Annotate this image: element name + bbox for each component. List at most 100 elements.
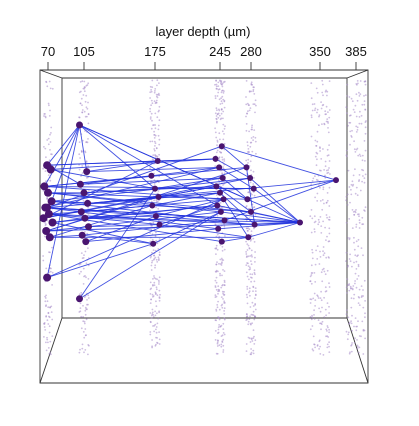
background-point xyxy=(217,300,220,303)
background-point xyxy=(44,295,46,298)
background-point xyxy=(216,345,219,347)
background-point xyxy=(328,240,331,243)
background-point xyxy=(355,93,358,96)
background-point xyxy=(328,345,330,348)
background-point xyxy=(318,307,320,310)
background-point xyxy=(345,106,348,109)
background-point xyxy=(45,349,48,352)
background-point xyxy=(42,259,45,262)
background-point xyxy=(156,322,159,325)
background-point xyxy=(245,103,248,106)
background-point xyxy=(84,309,87,312)
background-point xyxy=(361,216,364,219)
background-point xyxy=(327,131,330,134)
connection-edge xyxy=(159,205,218,226)
background-point xyxy=(218,114,221,117)
plot-box xyxy=(39,69,369,384)
background-point xyxy=(246,302,249,305)
background-point xyxy=(153,134,156,136)
background-point xyxy=(219,151,222,154)
background-point xyxy=(151,86,154,89)
neuron-node xyxy=(47,197,56,206)
background-point xyxy=(247,336,250,339)
background-point xyxy=(219,118,222,121)
background-point xyxy=(48,251,50,254)
background-point xyxy=(349,260,352,263)
background-point xyxy=(151,346,154,349)
connection-edge xyxy=(152,192,221,206)
background-point xyxy=(314,299,317,301)
background-point xyxy=(214,83,216,86)
background-point xyxy=(247,191,250,194)
neuron-node xyxy=(251,221,258,228)
background-point xyxy=(156,116,159,119)
background-point xyxy=(327,111,329,113)
background-point xyxy=(325,256,328,259)
background-point xyxy=(350,320,352,323)
background-point xyxy=(251,277,253,279)
background-point xyxy=(42,167,44,170)
background-point xyxy=(223,142,226,145)
background-point xyxy=(152,278,154,280)
background-point xyxy=(223,281,226,283)
background-point xyxy=(215,151,218,154)
background-point xyxy=(247,255,250,258)
background-point xyxy=(249,240,252,242)
x-tick-label-385: 385 xyxy=(345,44,367,59)
background-point xyxy=(152,221,155,224)
background-point xyxy=(310,135,313,138)
x-tick-label-175: 175 xyxy=(144,44,166,59)
background-point xyxy=(325,169,328,172)
connection-edge xyxy=(46,198,224,279)
background-point xyxy=(223,318,226,321)
background-point xyxy=(158,109,160,112)
neuron-node xyxy=(156,221,163,228)
background-point xyxy=(323,123,326,126)
background-point xyxy=(158,338,161,341)
background-point xyxy=(253,93,256,95)
background-point xyxy=(355,286,358,289)
background-point xyxy=(44,300,47,303)
background-point xyxy=(358,221,361,224)
background-point xyxy=(249,294,251,297)
background-point xyxy=(317,319,320,321)
background-point xyxy=(221,85,224,88)
background-point xyxy=(86,308,88,311)
background-point xyxy=(247,158,250,161)
background-point xyxy=(155,239,158,242)
background-point xyxy=(350,183,353,186)
background-point xyxy=(151,293,154,296)
background-point xyxy=(83,90,86,93)
background-point xyxy=(245,129,248,132)
background-point xyxy=(78,272,81,275)
background-point xyxy=(149,281,152,284)
background-point xyxy=(219,202,222,204)
background-point xyxy=(154,264,157,267)
background-point xyxy=(224,235,226,237)
background-point xyxy=(357,275,360,277)
background-point xyxy=(155,231,157,234)
background-point xyxy=(326,343,329,346)
background-point xyxy=(216,342,219,345)
background-point xyxy=(81,104,83,106)
background-point xyxy=(215,308,218,311)
background-point xyxy=(357,238,360,241)
background-point xyxy=(250,280,253,283)
background-point xyxy=(47,174,50,177)
background-point xyxy=(353,214,356,216)
background-point xyxy=(149,288,152,291)
background-point xyxy=(158,105,161,108)
connection-edge xyxy=(46,145,222,209)
background-point xyxy=(322,148,324,150)
connection-edge xyxy=(51,124,80,202)
background-point xyxy=(84,306,87,309)
neuron-node xyxy=(48,218,57,227)
background-point xyxy=(310,114,313,117)
background-point xyxy=(254,315,256,318)
background-point xyxy=(358,95,361,97)
background-point xyxy=(327,127,329,129)
background-point xyxy=(346,112,348,114)
background-point xyxy=(349,143,351,146)
connection-edge xyxy=(154,177,223,190)
background-point xyxy=(155,93,158,96)
